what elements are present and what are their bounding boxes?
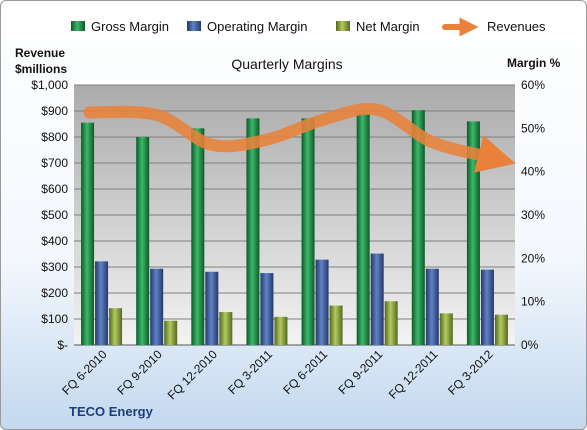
legend-label-gross-margin: Gross Margin [91,19,169,34]
left-tick-label: $200 [41,286,68,300]
left-tick-label: $1,000 [31,78,68,92]
legend-label-net-margin: Net Margin [356,19,420,34]
bar-gross-margin [81,122,95,345]
bar-gross-margin [301,118,315,345]
bar-operating-margin [370,253,384,345]
bar-operating-margin [260,273,274,345]
bar-net-margin [219,312,233,345]
legend-swatch-net-margin [336,21,350,31]
right-tick-label: 10% [521,295,545,309]
legend-item-gross-margin[interactable]: Gross Margin [71,19,169,34]
bar-operating-margin [480,269,494,345]
bar-operating-margin [425,268,439,345]
revenue-line [83,102,516,173]
bar-net-margin [109,308,123,345]
bar-net-margin [274,316,288,345]
legend-label-operating-margin: Operating Margin [207,19,307,34]
bars [81,110,508,346]
x-tick-label: FQ 12-2011 [386,347,441,402]
x-tick-label: FQ 12-2010 [165,347,220,402]
bar-operating-margin [95,261,109,345]
left-tick-label: $100 [41,312,68,326]
right-tick-label: 50% [521,121,545,135]
bar-gross-margin [466,121,480,346]
bar-net-margin [439,313,453,345]
bar-net-margin [329,305,343,345]
right-tick-label: 20% [521,251,545,265]
legend: Gross Margin Operating Margin Net Margin… [71,17,546,37]
bar-net-margin [164,320,178,345]
left-tick-label: $400 [41,234,68,248]
left-axis-title-line2: $millions [15,62,67,76]
bar-operating-margin [315,259,329,345]
bar-net-margin [384,301,398,345]
left-tick-label: $- [57,338,68,352]
legend-swatch-operating-margin [187,21,201,31]
x-tick-label: FQ 3-2011 [225,347,275,397]
chart-title: Quarterly Margins [231,56,342,72]
bar-operating-margin [205,271,219,345]
legend-item-operating-margin[interactable]: Operating Margin [187,19,307,34]
right-tick-label: 0% [521,338,539,352]
left-axis-title-line1: Revenue [15,46,65,60]
left-tick-label: $600 [41,182,68,196]
legend-swatch-gross-margin [71,21,85,31]
legend-label-revenues: Revenues [487,19,546,34]
x-axis-ticks: FQ 6-2010 FQ 9-2010 FQ 12-2010 FQ 3-2011 FQ … [59,347,496,402]
right-axis-title: Margin % [507,56,561,70]
bar-gross-margin [411,110,425,345]
revenue-layer [83,102,516,173]
left-tick-label: $500 [41,208,68,222]
bar-gross-margin [191,128,205,345]
x-tick-label: FQ 6-2010 [59,347,110,398]
legend-item-revenues[interactable]: Revenues [442,17,546,37]
left-axis-ticks: $- $100 $200 $300 $400 $500 $600 $700 $800 $900 $1… [31,78,68,352]
bar-net-margin [494,314,508,345]
x-tick-label: FQ 9-2011 [335,347,385,397]
left-tick-label: $800 [41,130,68,144]
right-axis-ticks: 0% 10% 20% 30% 40% 50% 60% [521,78,545,352]
x-tick-label: FQ 9-2010 [114,347,165,398]
x-tick-label: FQ 6-2011 [280,347,330,397]
bar-gross-margin [136,137,150,345]
bar-gross-margin [246,118,260,345]
left-tick-label: $900 [41,104,68,118]
left-tick-label: $300 [41,260,68,274]
right-tick-label: 40% [521,165,545,179]
right-tick-label: 30% [521,208,545,222]
footer-label: TECO Energy [69,404,154,419]
left-tick-label: $700 [41,156,68,170]
legend-item-net-margin[interactable]: Net Margin [336,19,420,34]
x-tick-label: FQ 3-2012 [445,347,496,398]
bar-operating-margin [150,268,164,345]
right-tick-label: 60% [521,78,545,92]
bar-gross-margin [356,113,370,345]
